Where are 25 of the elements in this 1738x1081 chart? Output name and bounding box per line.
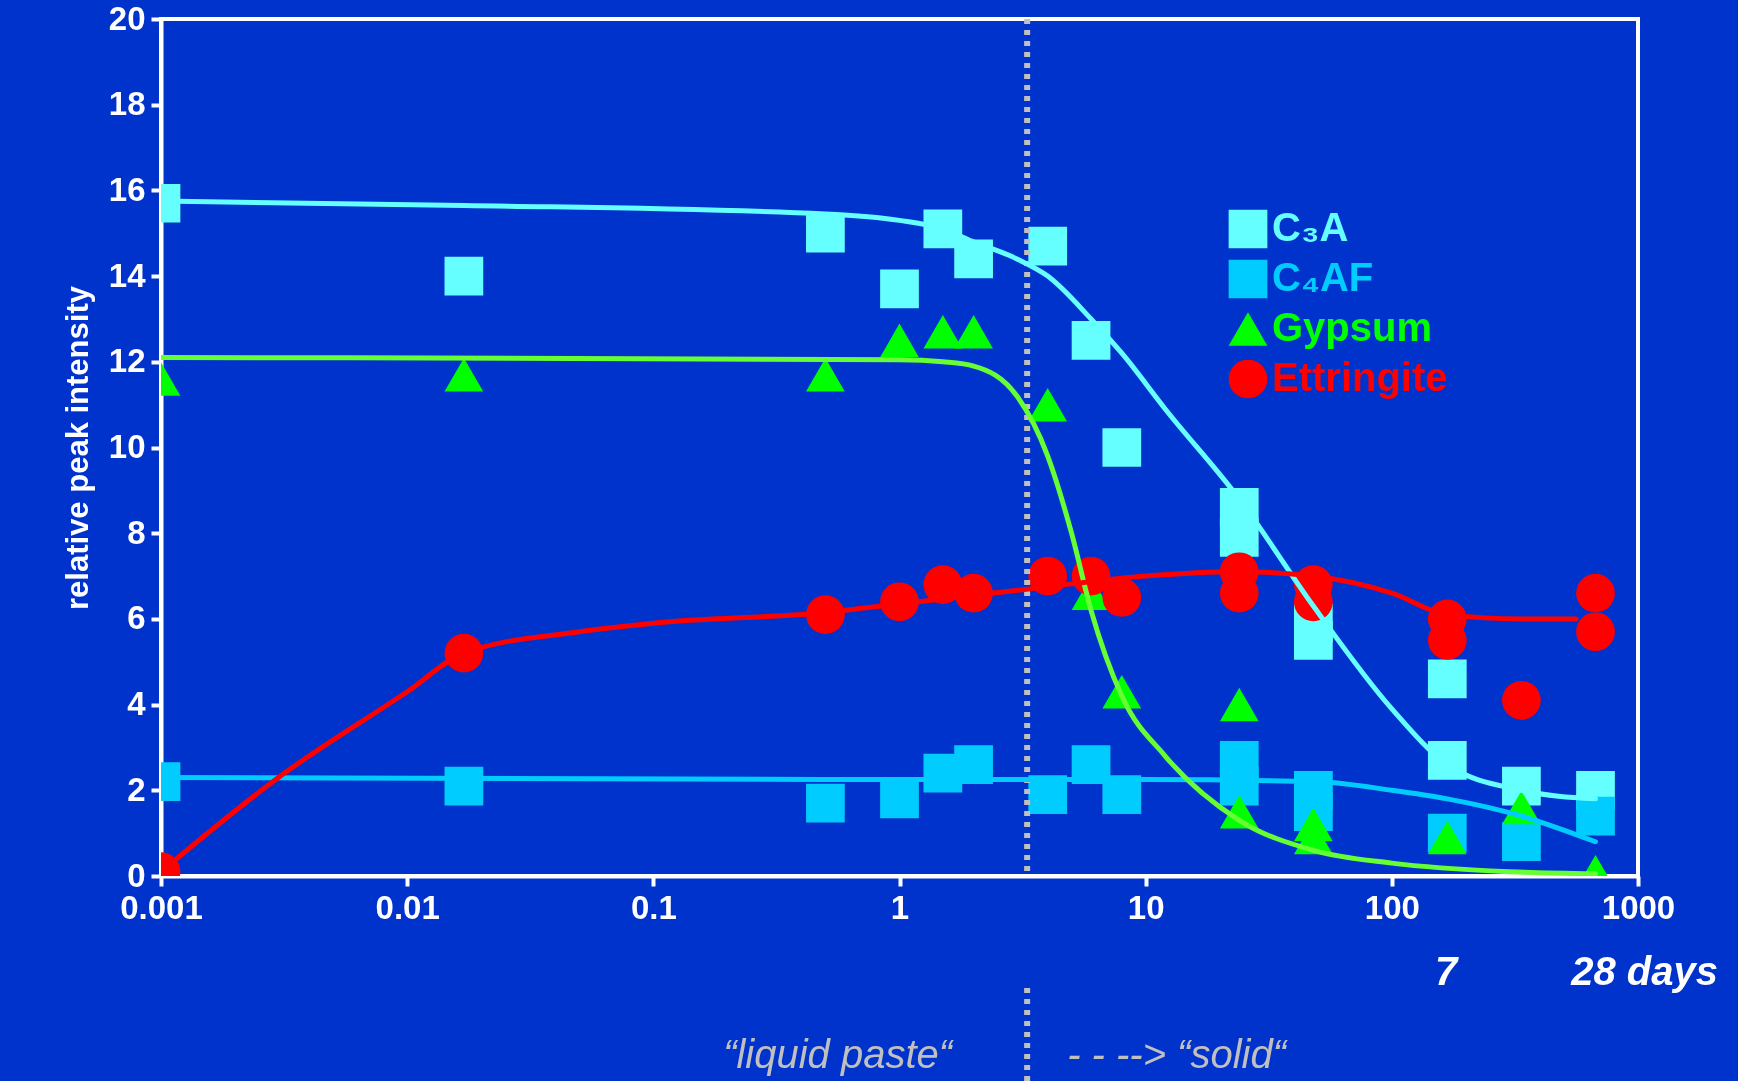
text: “liquid paste“ [723,1032,955,1076]
y-tick-label: 12 [108,342,146,380]
x-tick-label: 1 [890,888,910,926]
x-tick-label: 0.1 [630,888,677,926]
legend-label: C₄AF [1272,255,1374,299]
y-tick-label: 2 [127,770,146,808]
x-tick-label: 10 [1127,888,1165,926]
text: - - --> “solid“ [1067,1032,1289,1076]
y-tick-label: 8 [127,513,146,551]
y-tick-label: 6 [127,599,146,637]
text: 28 days [1570,949,1718,993]
y-tick-label: 14 [108,256,147,294]
y-tick-label: 4 [127,685,147,723]
y-tick-label: 18 [108,85,146,123]
y-axis-title: relative peak intensity [59,285,95,610]
x-tick-label: 1000 [1601,888,1676,926]
text: 7 [1434,949,1459,993]
y-tick-label: 10 [108,428,146,465]
y-tick-label: 20 [108,0,146,37]
y-tick-label: 16 [108,170,146,208]
legend-label: C₃A [1272,205,1349,249]
legend-label: Gypsum [1272,305,1433,349]
legend-label: Ettringite [1272,355,1448,399]
x-tick-label: 100 [1364,888,1420,926]
x-tick-label: 0.01 [375,888,440,926]
